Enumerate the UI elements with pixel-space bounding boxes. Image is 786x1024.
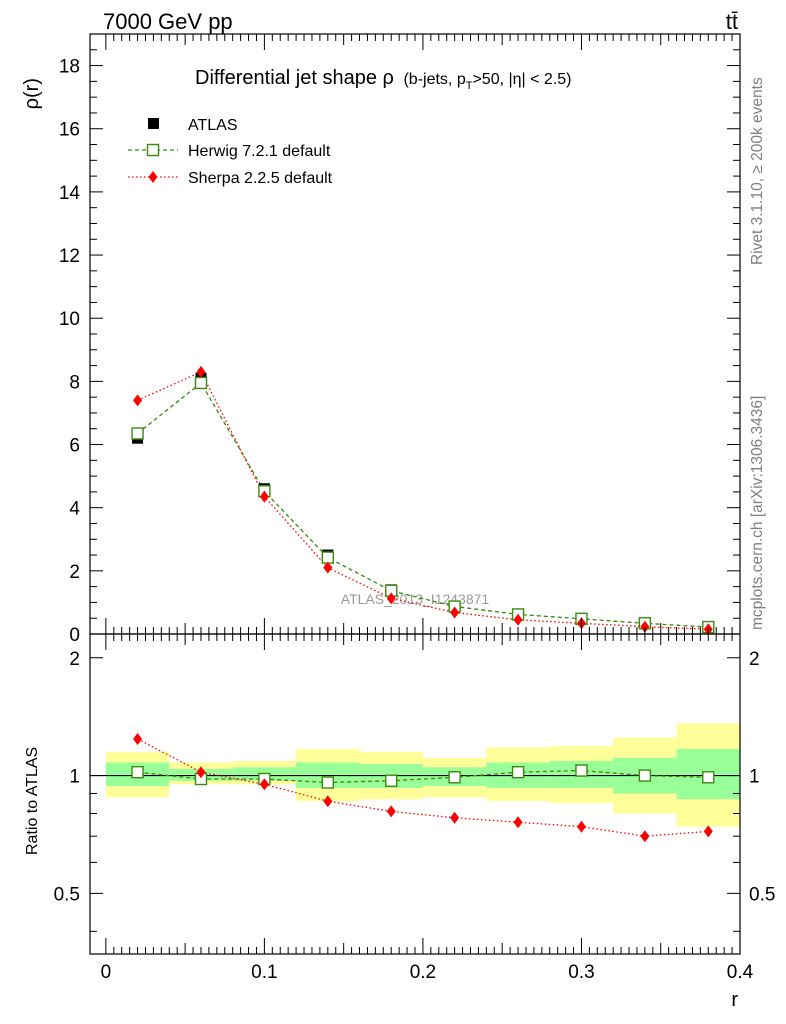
sherpa-ratio-point bbox=[386, 805, 396, 818]
sherpa-ratio-point bbox=[450, 811, 460, 824]
sherpa-ratio-point bbox=[640, 830, 650, 843]
main-y-tick-label: 12 bbox=[59, 246, 80, 267]
main-y-tick-label: 0 bbox=[69, 625, 80, 646]
herwig-point bbox=[194, 376, 208, 390]
sherpa-point bbox=[450, 606, 460, 619]
legend-label-sherpa: Sherpa 2.2.5 default bbox=[188, 170, 333, 187]
sherpa-ratio-point bbox=[513, 816, 523, 829]
sherpa-ratio-point bbox=[323, 795, 333, 808]
header-energy-label: 7000 GeV pp bbox=[103, 9, 233, 34]
ratio-y-tick-label: 2 bbox=[69, 649, 80, 670]
ratio-y-tick-label-right: 2 bbox=[749, 649, 760, 670]
chart-title-sub-rest: >50, |η| < 2.5) bbox=[472, 71, 571, 88]
ratio-y-tick-label: 0.5 bbox=[54, 884, 80, 905]
herwig-ratio-point bbox=[321, 776, 335, 789]
x-tick-label: 0.4 bbox=[727, 962, 754, 983]
herwig-ratio-point bbox=[131, 766, 144, 779]
sherpa-point bbox=[513, 613, 523, 626]
sherpa-ratio-point bbox=[703, 825, 713, 838]
x-tick-label: 0.2 bbox=[410, 962, 436, 983]
sherpa-ratio-point bbox=[196, 766, 206, 779]
x-tick-label: 0.1 bbox=[251, 962, 277, 983]
legend-label-atlas: ATLAS bbox=[188, 117, 238, 134]
herwig-ratio-point bbox=[702, 771, 715, 784]
legend-marker-sherpa bbox=[148, 171, 158, 183]
herwig-ratio-point bbox=[575, 764, 588, 777]
sherpa-point bbox=[386, 592, 396, 605]
ratio-y-tick-label: 1 bbox=[69, 767, 80, 788]
chart-title-sub-T: T bbox=[466, 80, 473, 92]
herwig-ratio-point bbox=[448, 771, 461, 784]
main-y-tick-label: 6 bbox=[69, 436, 80, 457]
main-y-tick-label: 10 bbox=[59, 309, 80, 330]
chart-title-main: Differential jet shape ρ bbox=[195, 67, 394, 89]
ratio-panel: 0.5 0.5 1 1 2 2 0 0.1 0.2 0.3 0.4 Ratio to ATLAS r bbox=[24, 633, 775, 1011]
herwig-point bbox=[321, 551, 335, 564]
chart-title: Differential jet shape ρ (b-jets, pT>50,… bbox=[195, 67, 572, 92]
main-y-axis-label: ρ(r) bbox=[21, 78, 43, 109]
sherpa-point bbox=[259, 490, 269, 503]
main-y-tick-label: 18 bbox=[59, 57, 80, 78]
herwig-point bbox=[131, 427, 144, 440]
main-y-tick-label: 8 bbox=[69, 372, 80, 393]
chart-title-sub: (b-jets, p bbox=[403, 71, 465, 88]
mcplots-source-label: mcplots.cern.ch [arXiv:1306.3436] bbox=[749, 396, 766, 630]
sherpa-point bbox=[640, 620, 650, 633]
legend-marker-herwig bbox=[146, 143, 160, 157]
x-axis-label: r bbox=[731, 989, 738, 1011]
main-y-tick-label: 2 bbox=[69, 562, 80, 583]
header-process-label: tt̄ bbox=[726, 9, 738, 34]
herwig-ratio-point bbox=[511, 766, 525, 779]
rivet-version-label: Rivet 3.1.10, ≥ 200k events bbox=[749, 77, 766, 265]
sherpa-ratio-point bbox=[576, 820, 586, 833]
main-y-tick-label: 16 bbox=[59, 120, 80, 141]
sherpa-ratio-point bbox=[133, 733, 143, 746]
main-panel: ATLAS_2013_I1243871 0 2 4 6 8 10 12 14 16 18 Diff… bbox=[21, 33, 741, 646]
x-tick-label: 0.3 bbox=[568, 962, 594, 983]
legend-label-herwig: Herwig 7.2.1 default bbox=[188, 143, 331, 160]
sherpa-point bbox=[133, 394, 143, 407]
herwig-ratio-line bbox=[137, 769, 709, 784]
x-tick-label: 0 bbox=[101, 962, 112, 983]
main-y-tick-label: 14 bbox=[59, 183, 81, 204]
herwig-main-line bbox=[137, 381, 709, 628]
ratio-y-tick-label-right: 0.5 bbox=[749, 884, 775, 905]
sherpa-point bbox=[196, 365, 206, 378]
watermark-label: ATLAS_2013_I1243871 bbox=[341, 591, 490, 607]
main-y-tick-label: 4 bbox=[69, 499, 80, 520]
sherpa-point bbox=[323, 561, 333, 574]
sherpa-ratio-line bbox=[137, 738, 709, 837]
ratio-y-tick-label-right: 1 bbox=[749, 767, 760, 788]
legend: ATLAS Herwig 7.2.1 default Sherpa 2.2.5 … bbox=[128, 117, 333, 187]
herwig-ratio-point bbox=[385, 774, 398, 787]
legend-marker-atlas bbox=[148, 118, 159, 129]
sherpa-ratio-point bbox=[259, 778, 269, 791]
ratio-y-axis-label: Ratio to ATLAS bbox=[24, 747, 41, 855]
herwig-ratio-point bbox=[638, 769, 652, 782]
